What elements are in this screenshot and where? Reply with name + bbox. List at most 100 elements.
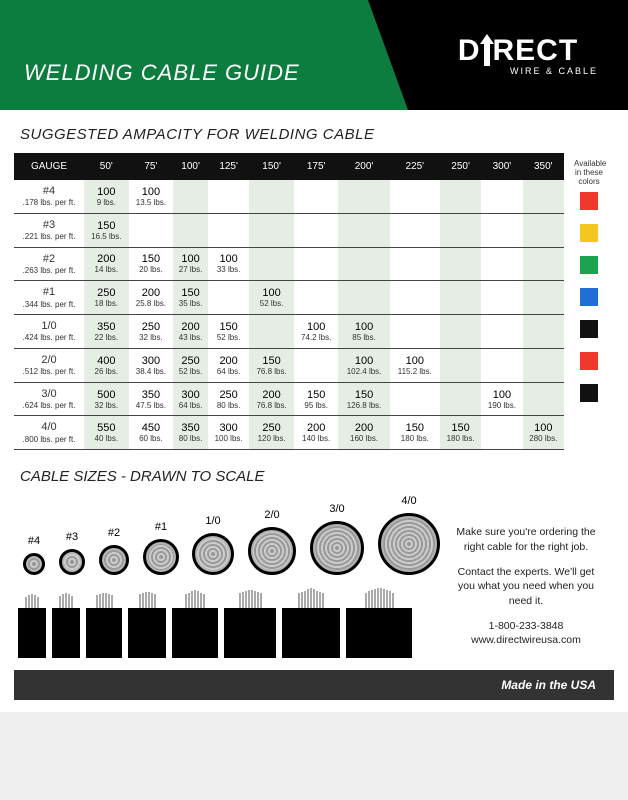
cable-jacket-icon xyxy=(18,608,46,658)
ampacity-cell: 10033 lbs. xyxy=(208,247,249,281)
cable-size-label: 1/0 xyxy=(188,515,238,527)
brand-panel: DRECT WIRE & CABLE xyxy=(408,0,628,110)
color-swatch xyxy=(580,288,598,306)
gauge-cell: 2/0.512 lbs. per ft. xyxy=(14,348,84,382)
ampacity-cell-empty xyxy=(390,315,440,349)
wire-bundle-icon xyxy=(139,588,156,610)
cable-jacket-icon xyxy=(282,608,340,658)
gauge-cell: #4.178 lbs. per ft. xyxy=(14,180,84,213)
ampacity-cell-empty xyxy=(294,281,339,315)
contact-line-1: Make sure you're ordering the right cabl… xyxy=(452,525,600,554)
ampacity-cell-empty xyxy=(173,180,208,213)
wire-strand-icon xyxy=(248,590,250,610)
ampacity-cell: 35080 lbs. xyxy=(173,416,208,450)
cable-cross-section-icon xyxy=(248,527,296,575)
ampacity-cell-empty xyxy=(440,281,481,315)
length-header: 50' xyxy=(84,153,129,180)
ampacity-cell-empty xyxy=(249,180,294,213)
wire-bundle-icon xyxy=(365,588,394,610)
wire-bundle-icon xyxy=(96,588,113,610)
ampacity-cell-empty xyxy=(481,180,522,213)
table-row: 1/0.424 lbs. per ft.35022 lbs.25032 lbs.… xyxy=(14,315,564,349)
table-row: 3/0.624 lbs. per ft.50032 lbs.35047.5 lb… xyxy=(14,382,564,416)
ampacity-cell: 10052 lbs. xyxy=(249,281,294,315)
gauge-cell: 1/0.424 lbs. per ft. xyxy=(14,315,84,349)
cable-circles-row: #4#3#2#11/02/03/04/0 xyxy=(14,495,448,580)
ampacity-cell: 10027 lbs. xyxy=(173,247,208,281)
ampacity-cell-empty xyxy=(390,213,440,247)
gauge-cell: #2.263 lbs. per ft. xyxy=(14,247,84,281)
wire-strand-icon xyxy=(313,589,315,610)
cable-size-label: 2/0 xyxy=(244,509,300,521)
cable-size-item: 2/0 xyxy=(244,509,300,580)
cable-jacket-icon xyxy=(86,608,122,658)
ampacity-cell: 30064 lbs. xyxy=(173,382,208,416)
cable-jacket-icon xyxy=(224,608,276,658)
length-header: 100' xyxy=(173,153,208,180)
cable-size-item: 4/0 xyxy=(374,495,444,580)
wire-bundle-icon xyxy=(239,588,262,610)
wire-strand-icon xyxy=(377,588,379,610)
wire-strand-icon xyxy=(383,589,385,610)
ampacity-cell-empty xyxy=(208,180,249,213)
table-row: #3.221 lbs. per ft.15016.5 lbs. xyxy=(14,213,564,247)
cable-size-label: 3/0 xyxy=(306,503,368,515)
ampacity-cell: 45060 lbs. xyxy=(129,416,174,450)
length-header: 350' xyxy=(523,153,564,180)
cable-size-item: 3/0 xyxy=(306,503,368,580)
ampacity-cell-empty xyxy=(294,348,339,382)
cable-strip-item xyxy=(128,588,166,658)
ampacity-cell: 35022 lbs. xyxy=(84,315,129,349)
cable-strip-item xyxy=(346,588,412,658)
brand-logo: DRECT xyxy=(458,34,578,68)
ampacity-cell: 20064 lbs. xyxy=(208,348,249,382)
cable-strip-item xyxy=(86,588,122,658)
wire-strand-icon xyxy=(194,590,196,610)
ampacity-cell: 15095 lbs. xyxy=(294,382,339,416)
wire-strand-icon xyxy=(251,590,253,610)
ampacity-cell: 20076.8 lbs. xyxy=(249,382,294,416)
ampacity-cell-empty xyxy=(481,315,522,349)
length-header: 75' xyxy=(129,153,174,180)
ampacity-cell-empty xyxy=(523,315,564,349)
wire-bundle-icon xyxy=(25,588,39,610)
cable-sizes-title: CABLE SIZES - DRAWN TO SCALE xyxy=(0,450,628,495)
ampacity-cell-empty xyxy=(523,213,564,247)
ampacity-cell: 15020 lbs. xyxy=(129,247,174,281)
ampacity-cell-empty xyxy=(208,281,249,315)
ampacity-cell-empty xyxy=(481,247,522,281)
wire-bundle-icon xyxy=(298,588,324,610)
length-header: 300' xyxy=(481,153,522,180)
ampacity-cell-empty xyxy=(294,247,339,281)
ampacity-cell: 20025.8 lbs. xyxy=(129,281,174,315)
header-green-panel: WELDING CABLE GUIDE xyxy=(0,0,408,110)
table-row: 2/0.512 lbs. per ft.40026 lbs.30038.4 lb… xyxy=(14,348,564,382)
table-row: #4.178 lbs. per ft.1009 lbs.10013.5 lbs. xyxy=(14,180,564,213)
cable-strip-item xyxy=(18,588,46,658)
ampacity-cell: 25080 lbs. xyxy=(208,382,249,416)
cable-scale-section: #4#3#2#11/02/03/04/0 Make sure you're or… xyxy=(0,495,628,658)
wire-strand-icon xyxy=(386,590,388,610)
ampacity-cell: 200140 lbs. xyxy=(294,416,339,450)
ampacity-cell: 25018 lbs. xyxy=(84,281,129,315)
gauge-header: GAUGE xyxy=(14,153,84,180)
table-row: 4/0.800 lbs. per ft.55040 lbs.45060 lbs.… xyxy=(14,416,564,450)
cable-jacket-icon xyxy=(346,608,412,658)
ampacity-cell: 15016.5 lbs. xyxy=(84,213,129,247)
cable-cross-section-icon xyxy=(310,521,364,575)
ampacity-cell-empty xyxy=(390,382,440,416)
ampacity-cell: 10013.5 lbs. xyxy=(129,180,174,213)
ampacity-cell: 55040 lbs. xyxy=(84,416,129,450)
ampacity-table: GAUGE50'75'100'125'150'175'200'225'250'3… xyxy=(14,153,564,450)
ampacity-cell: 15035 lbs. xyxy=(173,281,208,315)
ampacity-cell-empty xyxy=(294,180,339,213)
ampacity-cell: 1009 lbs. xyxy=(84,180,129,213)
ampacity-cell-empty xyxy=(440,180,481,213)
ampacity-cell: 10074.2 lbs. xyxy=(294,315,339,349)
wire-strand-icon xyxy=(310,588,312,610)
ampacity-cell: 100115.2 lbs. xyxy=(390,348,440,382)
page: WELDING CABLE GUIDE DRECT WIRE & CABLE S… xyxy=(0,0,628,712)
ampacity-cell: 30038.4 lbs. xyxy=(129,348,174,382)
footer-text: Made in the USA xyxy=(501,678,596,692)
ampacity-cell: 15052 lbs. xyxy=(208,315,249,349)
